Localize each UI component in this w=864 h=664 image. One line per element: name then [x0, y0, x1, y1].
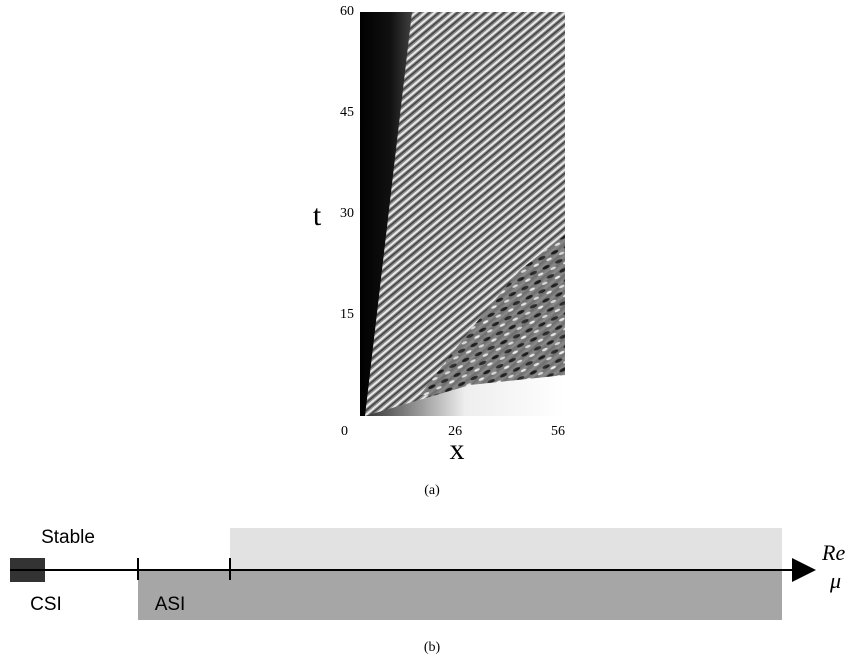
label-re: Re — [821, 540, 845, 565]
y-tick-label: 30 — [340, 206, 354, 221]
arrow-head — [792, 558, 816, 582]
y-axis-label: t — [313, 199, 322, 232]
caption: (b) — [424, 640, 441, 655]
label-asi: ASI — [155, 594, 186, 615]
regime-diagram — [10, 528, 816, 620]
space-time-plot — [360, 12, 565, 416]
x-tick-label: 56 — [551, 424, 565, 439]
x-axis-label: x — [450, 433, 465, 466]
dark-band — [138, 570, 782, 620]
y-tick-label: 15 — [340, 307, 354, 322]
x-tick-label: 0 — [341, 424, 348, 439]
light-band — [230, 528, 782, 570]
turbulent-region — [420, 235, 565, 400]
y-tick-label: 60 — [340, 4, 354, 19]
label-mu: μ — [829, 568, 841, 593]
x-tick-label: 26 — [448, 424, 462, 439]
initial-front — [365, 375, 565, 416]
caption: (a) — [424, 483, 440, 498]
label-csi: CSI — [30, 594, 62, 615]
y-tick-label: 45 — [340, 105, 354, 120]
label-stable: Stable — [41, 527, 95, 548]
